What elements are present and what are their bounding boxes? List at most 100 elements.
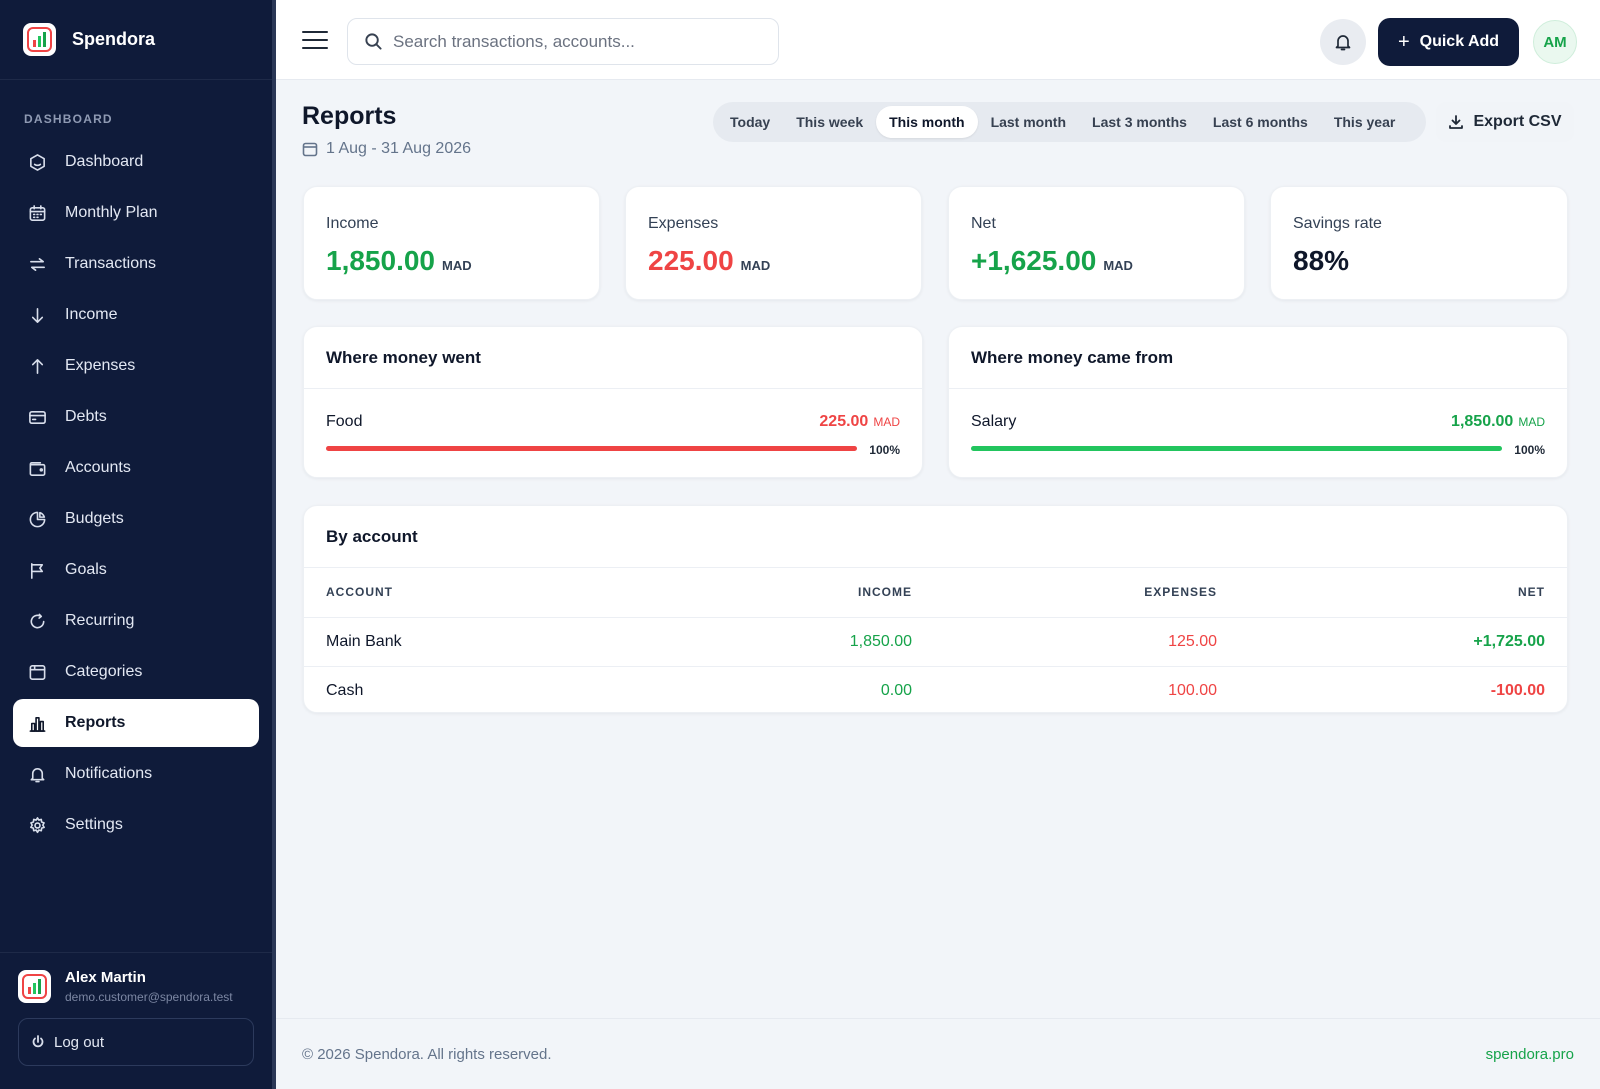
brand-name: Spendora [72, 29, 156, 49]
sidebar-item-label: Reports [65, 714, 126, 731]
breakdown-percent: 100% [869, 443, 900, 457]
column-header-income[interactable]: INCOME [604, 568, 912, 618]
column-header-net[interactable]: NET [1217, 568, 1567, 618]
credit-card-icon [27, 407, 47, 427]
column-header-account[interactable]: ACCOUNT [304, 568, 604, 618]
range-tab-last-6-months[interactable]: Last 6 months [1212, 114, 1308, 130]
wallet-icon [27, 458, 47, 478]
breakdown-amount: 1,850.00 MAD [1451, 413, 1545, 431]
income-stat-card: Income 1,850.00 MAD [303, 186, 600, 300]
brand[interactable]: Spendora [0, 0, 272, 80]
bell-icon [27, 764, 47, 784]
range-tab-last-month[interactable]: Last month [990, 114, 1067, 130]
range-tab-today[interactable]: Today [730, 114, 771, 130]
breakdown-row[interactable]: Food 225.00 MAD 100% [304, 389, 922, 479]
user-name: Alex Martin [65, 969, 146, 986]
by-account-panel: By account ACCOUNT INCOME EXPENSES NET M… [303, 505, 1568, 713]
sidebar-item-income[interactable]: Income [13, 291, 259, 339]
breakdown-amount: 225.00 MAD [819, 413, 900, 431]
copyright-text: © 2026 Spendora. All rights reserved. [302, 1045, 552, 1063]
sidebar-item-label: Accounts [65, 459, 131, 476]
sidebar-item-accounts[interactable]: Accounts [13, 444, 259, 492]
stat-number: 225.00 [648, 245, 734, 276]
notifications-button[interactable] [1320, 19, 1366, 65]
user-avatar[interactable]: AM [1533, 20, 1577, 64]
export-csv-label: Export CSV [1473, 113, 1562, 130]
arrow-up-icon [27, 356, 47, 376]
stat-label: Net [971, 215, 996, 232]
stat-value: 225.00 MAD [648, 245, 770, 277]
website-link[interactable]: spendora.pro [1485, 1045, 1574, 1063]
calendar-icon [27, 203, 47, 223]
stat-label: Income [326, 215, 379, 232]
power-icon [32, 1035, 44, 1048]
stat-number: +1,625.00 [971, 245, 1097, 276]
panel-title: Where money came from [949, 327, 1567, 389]
sidebar-item-label: Debts [65, 408, 107, 425]
sidebar-item-label: Recurring [65, 612, 135, 629]
page-title: Reports [302, 102, 397, 130]
sidebar-footer: Alex Martin demo.customer@spendora.test … [0, 952, 272, 1089]
user-profile[interactable]: Alex Martin demo.customer@spendora.test [18, 969, 254, 1004]
breakdown-bar-track [326, 446, 857, 451]
expenses-stat-card: Expenses 225.00 MAD [625, 186, 922, 300]
sidebar-item-debts[interactable]: Debts [13, 393, 259, 441]
breakdown-percent: 100% [1514, 443, 1545, 457]
sidebar-item-label: Categories [65, 663, 143, 680]
breakdown-name: Food [326, 413, 363, 430]
range-tab-this-week[interactable]: This week [796, 114, 864, 130]
sidebar-item-notifications[interactable]: Notifications [13, 750, 259, 798]
transfer-icon [27, 254, 47, 274]
quick-add-button[interactable]: + Quick Add [1378, 18, 1519, 66]
sidebar-item-transactions[interactable]: Transactions [13, 240, 259, 288]
range-tab-last-3-months[interactable]: Last 3 months [1092, 114, 1187, 130]
stat-label: Savings rate [1293, 215, 1382, 232]
sidebar-item-budgets[interactable]: Budgets [13, 495, 259, 543]
sidebar-item-expenses[interactable]: Expenses [13, 342, 259, 390]
main-content: Reports 1 Aug - 31 Aug 2026 Today This w… [276, 80, 1600, 1018]
date-range-label: 1 Aug - 31 Aug 2026 [326, 140, 472, 157]
user-avatar-logo-icon [18, 970, 51, 1003]
sidebar-item-categories[interactable]: Categories [13, 648, 259, 696]
sidebar-item-label: Budgets [65, 510, 124, 527]
sidebar-item-monthly-plan[interactable]: Monthly Plan [13, 189, 259, 237]
account-expenses: 125.00 [912, 617, 1217, 667]
sidebar-item-label: Settings [65, 816, 123, 833]
page-footer: © 2026 Spendora. All rights reserved. sp… [276, 1018, 1600, 1089]
folder-icon [27, 662, 47, 682]
bar-chart-icon [27, 713, 47, 733]
range-tab-this-month[interactable]: This month [876, 106, 978, 138]
table-header-row: ACCOUNT INCOME EXPENSES NET [304, 568, 1567, 618]
sidebar-item-settings[interactable]: Settings [13, 801, 259, 849]
where-money-came-from-panel: Where money came from Salary 1,850.00 MA… [948, 326, 1568, 478]
account-income: 0.00 [880, 681, 912, 699]
hamburger-menu-icon[interactable] [302, 28, 328, 52]
sidebar-nav: Dashboard Monthly Plan Transactions Inco… [0, 138, 272, 849]
bell-icon [1335, 35, 1351, 51]
search-box[interactable] [347, 18, 779, 65]
table-row[interactable]: Cash 0.00 100.00 -100.00 [304, 666, 1567, 715]
sidebar-item-goals[interactable]: Goals [13, 546, 259, 594]
logout-button[interactable]: Log out [18, 1018, 254, 1066]
column-header-expenses[interactable]: EXPENSES [912, 568, 1217, 618]
export-csv-button[interactable]: Export CSV [1436, 102, 1574, 142]
range-tab-this-year[interactable]: This year [1333, 114, 1396, 130]
sidebar-item-label: Notifications [65, 765, 153, 782]
panel-title: Where money went [304, 327, 922, 389]
gear-icon [27, 815, 47, 835]
net-stat-card: Net +1,625.00 MAD [948, 186, 1245, 300]
table-row[interactable]: Main Bank 1,850.00 125.00 +1,725.00 [304, 617, 1567, 667]
search-icon [365, 33, 382, 50]
pie-chart-icon [27, 509, 47, 529]
sidebar-item-reports[interactable]: Reports [13, 699, 259, 747]
calendar-icon [302, 142, 318, 157]
breakdown-row[interactable]: Salary 1,850.00 MAD 100% [949, 389, 1567, 479]
sidebar-item-label: Monthly Plan [65, 204, 158, 221]
sidebar-item-recurring[interactable]: Recurring [13, 597, 259, 645]
search-input[interactable] [393, 31, 773, 52]
sidebar-item-dashboard[interactable]: Dashboard [13, 138, 259, 186]
breakdown-amount-value: 1,850.00 [1451, 413, 1514, 430]
flag-icon [27, 560, 47, 580]
sidebar-item-label: Income [65, 306, 118, 323]
quick-add-label: Quick Add [1419, 33, 1500, 50]
